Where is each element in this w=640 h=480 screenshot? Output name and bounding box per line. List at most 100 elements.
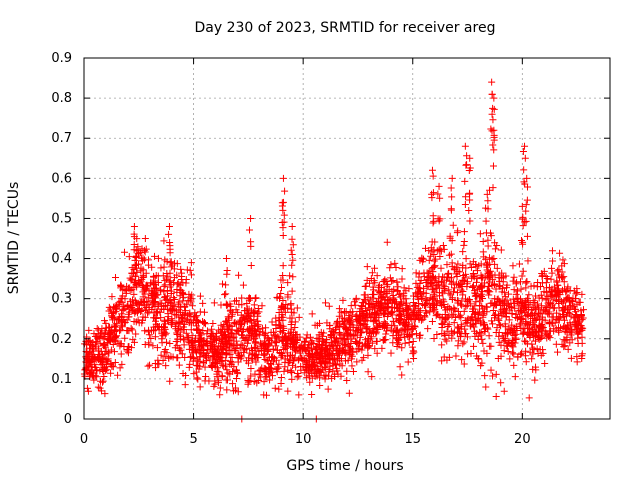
data-point [435,182,443,190]
data-point [199,299,207,307]
data-point [241,345,249,353]
data-point [152,314,160,322]
data-point [247,262,255,270]
data-point [489,162,497,170]
data-point [526,300,534,308]
data-point [247,242,255,250]
data-point [511,339,519,347]
data-point [465,190,473,198]
data-point [445,320,453,328]
data-point [489,141,497,149]
data-point [388,308,396,316]
data-point [461,200,469,208]
data-point [221,362,229,370]
data-point [459,261,467,269]
data-point [235,300,243,308]
data-point [180,311,188,319]
data-point [423,269,431,277]
data-point [373,272,381,280]
data-point [320,329,328,337]
data-point [321,299,329,307]
data-point [499,278,507,286]
data-point [187,271,195,279]
data-point [429,264,437,272]
data-point [421,300,429,308]
data-point [489,320,497,328]
data-point [548,247,556,255]
data-point [517,298,525,306]
data-point [138,298,146,306]
data-point [320,372,328,380]
data-point [105,349,113,357]
data-point [402,301,410,309]
data-point [476,328,484,336]
data-point [176,292,184,300]
data-point [135,305,143,313]
data-point [578,350,586,358]
data-point [484,325,492,333]
data-point [261,368,269,376]
data-point [547,275,555,283]
data-point [428,265,436,273]
data-point [391,259,399,267]
data-point [160,328,168,336]
data-point [512,322,520,330]
data-point [117,326,125,334]
data-point [245,294,253,302]
data-point [521,352,529,360]
x-axis-label: GPS time / hours [286,458,403,474]
data-point [502,342,510,350]
data-point [255,347,263,355]
data-point [104,357,112,365]
data-point [181,310,189,318]
data-point [471,292,479,300]
data-point [269,358,277,366]
data-point [495,271,503,279]
data-point [286,355,294,363]
y-tick-label: 0.3 [51,292,72,307]
data-point [182,329,190,337]
data-point [170,294,178,302]
data-point [181,303,189,311]
data-point [465,207,473,215]
data-point [329,356,337,364]
data-point [519,267,527,275]
data-point [223,301,231,309]
data-point [166,259,174,267]
data-point [490,254,498,262]
data-point [141,248,149,256]
data-point [552,340,560,348]
data-point [466,217,474,225]
data-point [343,377,351,385]
data-point [455,312,463,320]
data-point [225,326,233,334]
data-point [127,344,135,352]
data-point [153,344,161,352]
data-point [431,255,439,263]
data-point [98,325,106,333]
data-point [412,303,420,311]
data-point [420,284,428,292]
data-point [361,336,369,344]
data-point [347,320,355,328]
data-point [466,154,474,162]
data-point [554,348,562,356]
data-point [429,219,437,227]
data-point [491,310,499,318]
data-point [574,330,582,338]
data-point [541,316,549,324]
data-point [398,265,406,273]
data-point [291,345,299,353]
data-point [278,202,286,210]
data-point [187,326,195,334]
data-point [489,307,497,315]
data-point [492,328,500,336]
data-point [543,284,551,292]
data-point [117,281,125,289]
data-point [530,282,538,290]
data-point [570,287,578,295]
data-point [553,309,561,317]
data-point [297,354,305,362]
data-point [116,340,124,348]
data-point [219,338,227,346]
